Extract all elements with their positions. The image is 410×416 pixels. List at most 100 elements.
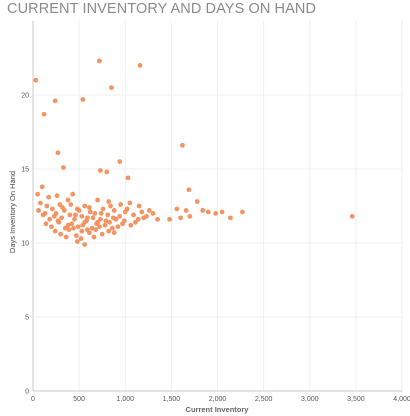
data-point — [97, 224, 102, 230]
data-point — [67, 212, 73, 218]
data-point — [66, 227, 72, 233]
data-point — [52, 228, 58, 234]
data-point — [122, 209, 128, 215]
data-point — [115, 224, 121, 230]
data-point — [91, 234, 97, 240]
data-point — [155, 216, 160, 222]
data-point — [200, 208, 206, 213]
data-point — [180, 142, 185, 148]
data-point — [100, 206, 106, 212]
data-point — [98, 211, 104, 216]
data-point — [132, 219, 138, 225]
data-point — [109, 225, 115, 231]
data-point — [80, 222, 86, 228]
data-point — [106, 228, 112, 234]
y-tick-label: 5 — [25, 315, 29, 322]
data-point — [141, 215, 147, 221]
x-tick-label: 4,000 — [393, 396, 410, 403]
data-point — [51, 213, 57, 219]
x-tick-label: 1,000 — [116, 396, 134, 403]
data-point — [78, 236, 84, 241]
y-tick-label: 20 — [21, 93, 29, 100]
data-point — [349, 213, 355, 219]
data-point — [33, 77, 39, 83]
x-tick-label: 0 — [31, 396, 35, 403]
data-point — [102, 222, 108, 228]
data-point — [120, 221, 125, 227]
data-point — [75, 224, 81, 230]
x-axis-title: Current Inventory — [186, 405, 250, 414]
y-axis-title: Days Inventory On Hand — [8, 171, 17, 253]
data-point — [117, 159, 123, 165]
data-point — [47, 216, 53, 222]
data-point — [139, 209, 145, 215]
data-point — [65, 197, 71, 203]
data-point — [125, 175, 131, 181]
data-point — [99, 231, 105, 237]
data-point — [93, 227, 99, 233]
tick-labels: 0 500 1,000 1,500 2,000 2,500 3,000 3,500 4,000 0… — [21, 93, 410, 404]
data-point — [127, 200, 133, 206]
data-point — [128, 222, 134, 228]
data-point — [111, 208, 117, 213]
data-point — [187, 213, 193, 219]
data-point — [146, 208, 152, 213]
data-point — [52, 98, 58, 104]
data-point — [46, 194, 52, 200]
data-point — [97, 168, 103, 173]
data-point — [58, 231, 64, 237]
data-point — [108, 203, 113, 209]
data-point — [104, 169, 110, 175]
x-tick-label: 1,500 — [163, 396, 181, 403]
data-point — [95, 219, 100, 225]
data-points — [33, 58, 355, 247]
x-tick-label: 2,000 — [209, 396, 227, 403]
data-point — [73, 212, 78, 218]
data-point — [95, 197, 100, 203]
data-point — [59, 215, 64, 221]
data-point — [68, 202, 74, 207]
data-point — [36, 208, 41, 213]
data-point — [60, 205, 65, 210]
data-point — [97, 58, 102, 64]
data-point — [103, 218, 109, 224]
data-point — [89, 225, 95, 231]
data-point — [82, 203, 88, 209]
data-point — [85, 227, 90, 233]
data-point — [174, 206, 180, 212]
data-point — [41, 111, 47, 117]
data-point — [61, 165, 66, 170]
data-point — [240, 209, 245, 215]
data-point — [76, 208, 82, 213]
y-tick-label: 10 — [21, 241, 29, 248]
x-tick-label: 3,500 — [347, 396, 365, 403]
data-point — [73, 233, 79, 239]
data-point — [84, 218, 89, 224]
data-point — [194, 199, 200, 204]
data-point — [107, 219, 112, 225]
data-point — [65, 222, 71, 228]
data-point — [55, 218, 61, 224]
data-point — [70, 191, 76, 197]
chart-title: CURRENT INVENTORY AND DAYS ON HAND — [7, 1, 317, 17]
data-point — [118, 202, 124, 207]
data-point — [105, 212, 111, 218]
data-point — [79, 228, 85, 234]
x-tick-label: 3,000 — [301, 396, 319, 403]
data-point — [72, 216, 77, 222]
x-tick-label: 500 — [73, 396, 85, 403]
data-point — [167, 216, 172, 222]
data-point — [178, 215, 184, 221]
x-tick-label: 2,500 — [255, 396, 273, 403]
data-point — [228, 215, 233, 221]
data-point — [55, 150, 61, 156]
data-point — [90, 215, 96, 221]
data-point — [117, 213, 123, 219]
data-point — [69, 221, 75, 227]
data-point — [74, 239, 80, 244]
data-point — [44, 203, 50, 209]
data-point — [63, 234, 69, 240]
data-point — [49, 206, 55, 212]
data-point — [54, 193, 60, 199]
